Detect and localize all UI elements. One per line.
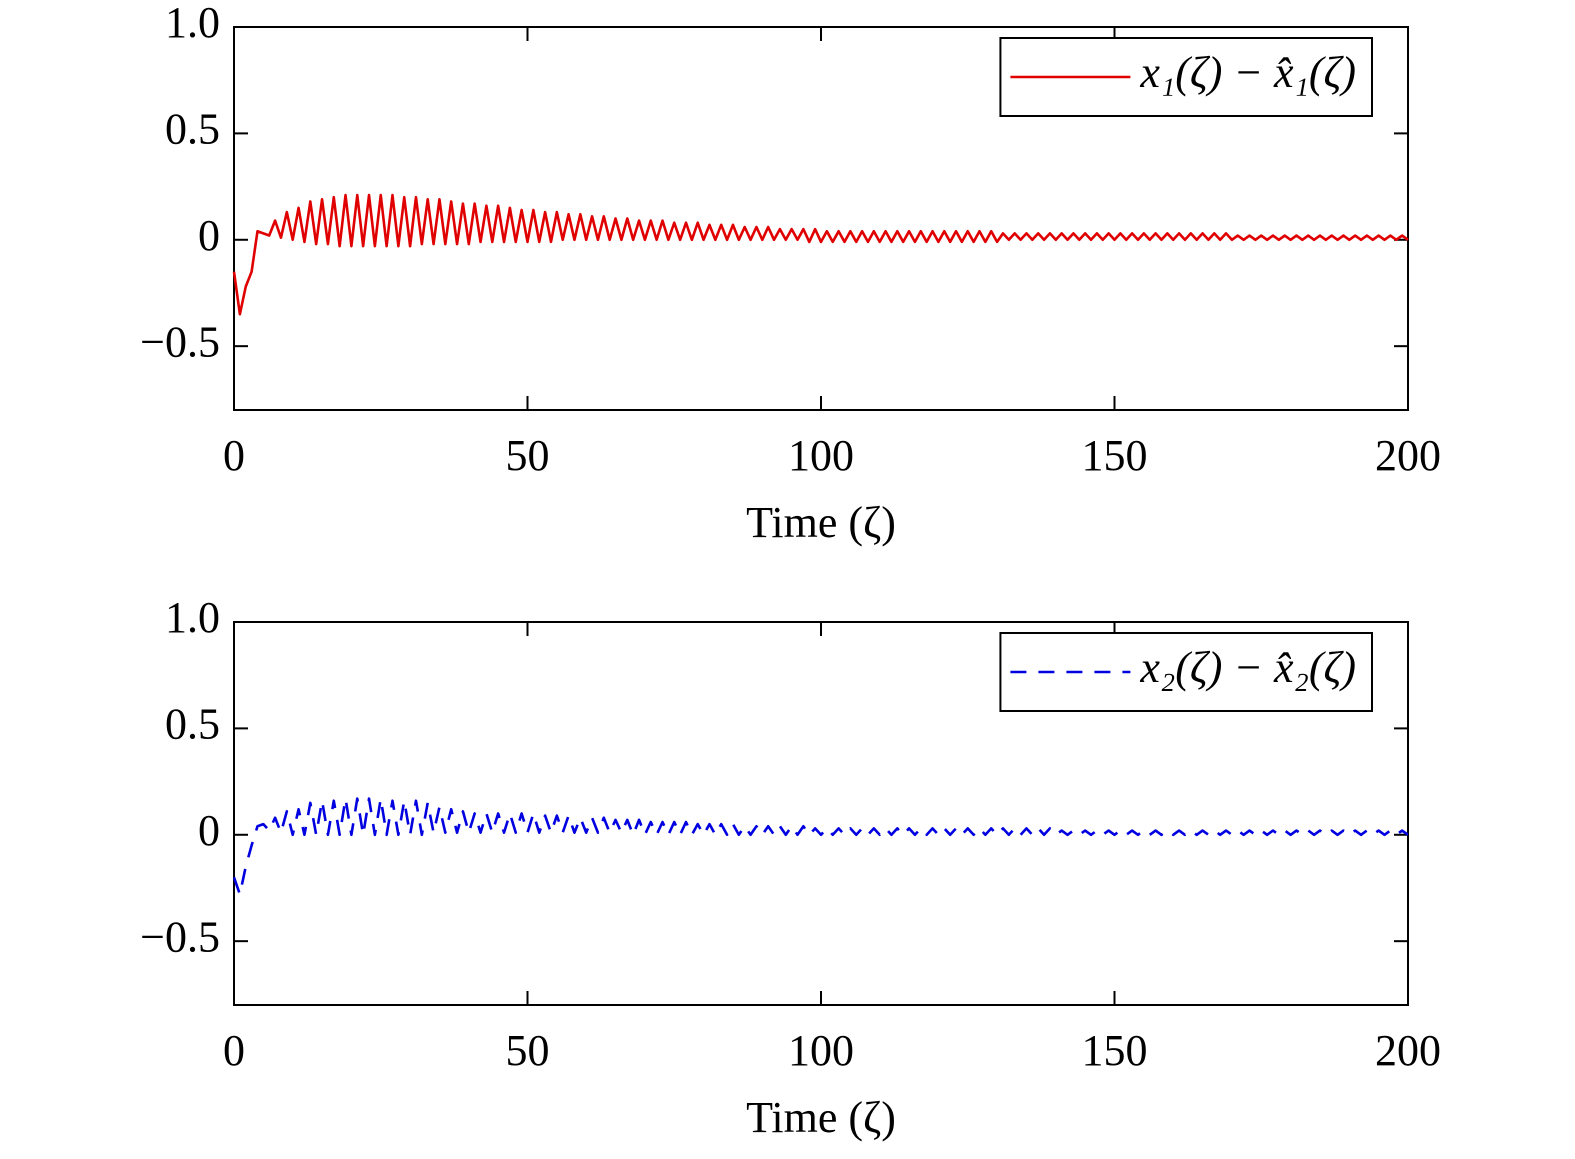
y-tick-label: 0	[198, 806, 220, 855]
y-tick-label: −0.5	[140, 912, 220, 961]
x-tick-label: 50	[506, 1026, 550, 1075]
y-tick-label: −0.5	[140, 317, 220, 366]
x-tick-label: 0	[223, 1026, 245, 1075]
legend-label: x₂(ζ) − x̂₂(ζ)	[1139, 643, 1356, 692]
y-tick-label: 0	[198, 211, 220, 260]
x-axis-label: Time (ζ)	[746, 1093, 896, 1142]
y-tick-label: 1.0	[165, 0, 220, 47]
x-tick-label: 200	[1375, 431, 1441, 480]
x-tick-label: 150	[1082, 1026, 1148, 1075]
legend: x₂(ζ) − x̂₂(ζ)	[999, 632, 1373, 712]
x-tick-label: 100	[788, 431, 854, 480]
legend-box	[999, 632, 1373, 712]
x-tick-label: 50	[506, 431, 550, 480]
x-tick-label: 150	[1082, 431, 1148, 480]
x-tick-label: 200	[1375, 1026, 1441, 1075]
data-line	[232, 797, 1409, 896]
y-tick-label: 1.0	[165, 593, 220, 642]
subplot: −0.5 0 0.5 1.0 0 50 100 150 200 Time (ζ) x₂(ζ) − x…	[140, 593, 1441, 1142]
legend: x₁(ζ) − x̂₁(ζ)	[999, 37, 1373, 117]
x-tick-label: 100	[788, 1026, 854, 1075]
x-axis-label: Time (ζ)	[746, 498, 896, 547]
x-tick-label: 0	[223, 431, 245, 480]
subplot: −0.5 0 0.5 1.0 0 50 100 150 200 Time (ζ) x₁(ζ) − x…	[140, 0, 1441, 547]
data-line	[232, 193, 1409, 316]
legend-label: x₁(ζ) − x̂₁(ζ)	[1139, 48, 1356, 97]
y-tick-label: 0.5	[165, 104, 220, 153]
y-tick-label: 0.5	[165, 699, 220, 748]
